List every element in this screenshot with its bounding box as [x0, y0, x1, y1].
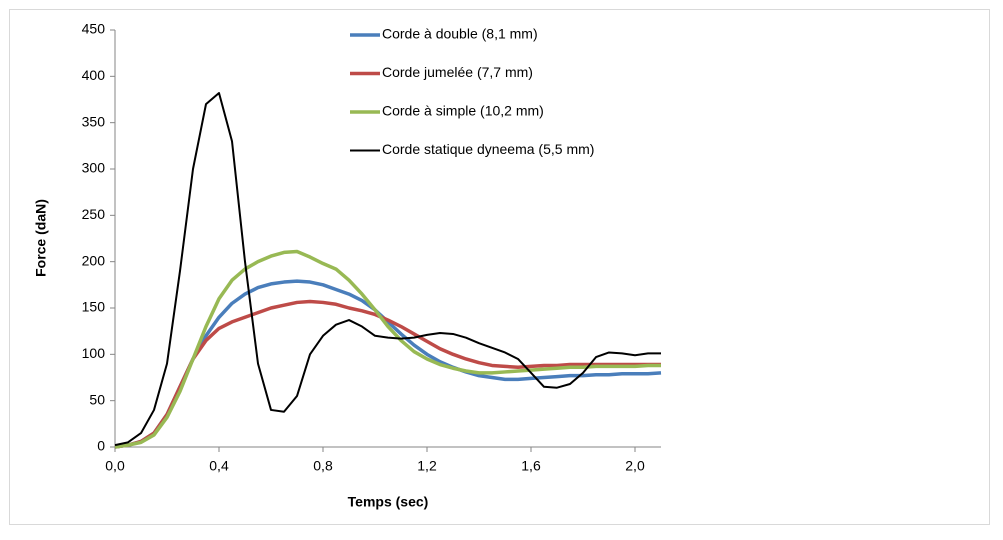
x-tick-label: 0,8 — [313, 458, 333, 474]
y-tick-label: 250 — [82, 206, 106, 222]
y-tick-label: 350 — [82, 113, 106, 129]
series-line — [114, 92, 661, 447]
y-tick-label: 50 — [89, 391, 105, 407]
series-line — [114, 299, 661, 449]
y-tick-label: 0 — [97, 438, 105, 454]
y-tick-label: 200 — [82, 252, 106, 268]
legend-label: Corde jumelée (7,7 mm) — [382, 64, 533, 80]
x-tick-label: 1,2 — [417, 458, 437, 474]
y-tick-label: 150 — [82, 299, 106, 315]
y-axis-title: Force (daN) — [33, 199, 49, 277]
chart-frame — [9, 9, 990, 525]
legend-label: Corde à double (8,1 mm) — [382, 26, 538, 42]
y-tick-label: 300 — [82, 160, 106, 176]
legend-label: Corde statique dyneema (5,5 mm) — [382, 141, 594, 157]
series-line — [114, 249, 661, 449]
x-tick-label: 0,4 — [209, 458, 229, 474]
x-tick-label: 0,0 — [105, 458, 125, 474]
legend-label: Corde à simple (10,2 mm) — [382, 103, 544, 119]
y-tick-label: 450 — [82, 21, 106, 37]
x-axis-title: Temps (sec) — [348, 494, 429, 510]
x-tick-label: 1,6 — [521, 458, 541, 474]
x-tick-label: 2,0 — [625, 458, 645, 474]
y-tick-label: 100 — [82, 345, 106, 361]
y-tick-label: 400 — [82, 67, 106, 83]
